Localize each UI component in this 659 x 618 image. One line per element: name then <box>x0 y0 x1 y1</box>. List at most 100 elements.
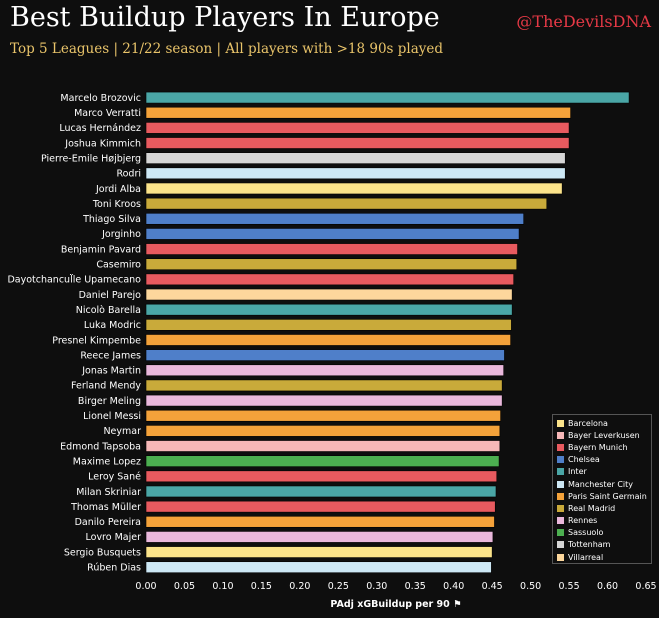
player-label-0: Marcelo Brozovic <box>60 93 141 104</box>
bar-11 <box>145 258 518 271</box>
player-label-24: Maxime Lopez <box>73 456 141 467</box>
bar-28 <box>145 515 495 528</box>
player-label-26: Milan Skriniar <box>76 487 141 498</box>
bar-31 <box>145 561 492 574</box>
legend-swatch-1 <box>557 431 564 439</box>
player-label-13: Daniel Parejo <box>79 290 142 301</box>
legend-swatch-8 <box>557 517 564 525</box>
player-label-23: Edmond Tapsoba <box>60 441 141 452</box>
bar-5 <box>145 167 566 180</box>
legend-item-4: Inter <box>557 466 651 478</box>
bar-18 <box>145 364 504 377</box>
legend-swatch-7 <box>557 504 564 512</box>
legend-swatch-5 <box>557 480 564 488</box>
bar-1 <box>145 106 571 119</box>
player-label-5: Rodri <box>116 169 141 180</box>
legend-item-0: Barcelona <box>557 417 651 429</box>
player-label-25: Leroy Sané <box>88 472 141 483</box>
bar-25 <box>145 470 498 483</box>
legend-item-11: Villarreal <box>557 551 651 563</box>
legend-label-3: Chelsea <box>568 455 600 465</box>
legend-label-5: Manchester City <box>568 479 634 489</box>
bar-4 <box>145 152 566 164</box>
player-label-11: Casemiro <box>96 260 141 271</box>
legend-label-0: Barcelona <box>568 418 608 428</box>
player-labels: Marcelo Brozovic Marco Verratti Lucas Hern… <box>7 93 141 574</box>
x-tick-9: 0.45 <box>482 581 503 592</box>
legend-item-6: Paris Saint Germain <box>557 490 651 502</box>
player-label-28: Danilo Pereira <box>75 517 141 528</box>
player-label-7: Toni Kroos <box>92 199 141 210</box>
player-label-3: Joshua Kimmich <box>64 138 141 149</box>
legend: Barcelona Bayer Leverkusen Bayern Munich Ch… <box>552 414 652 564</box>
chart-title: Best Buildup Players In Europe <box>10 2 440 33</box>
legend-label-10: Tottenham <box>568 540 611 550</box>
bar-23 <box>145 440 501 452</box>
legend-item-7: Real Madrid <box>557 502 651 514</box>
x-tick-1: 0.05 <box>174 581 195 592</box>
x-tick-6: 0.30 <box>366 581 387 592</box>
player-label-27: Thomas Müller <box>70 502 141 513</box>
x-tick-12: 0.60 <box>597 581 618 592</box>
x-tick-10: 0.50 <box>520 581 541 592</box>
bar-13 <box>145 288 513 301</box>
player-label-1: Marco Verratti <box>74 108 141 119</box>
chart-subtitle: Top 5 Leagues | 21/22 season | All playe… <box>10 41 444 57</box>
x-tick-13: 0.65 <box>635 581 656 592</box>
bar-9 <box>145 228 520 240</box>
bar-29 <box>145 531 494 543</box>
bar-27 <box>145 500 496 513</box>
bar-19 <box>145 379 503 392</box>
legend-label-11: Villarreal <box>568 552 604 562</box>
legend-item-5: Manchester City <box>557 478 651 490</box>
player-label-22: Neymar <box>103 426 141 437</box>
bar-16 <box>145 334 511 346</box>
legend-label-7: Real Madrid <box>568 503 616 513</box>
legend-swatch-0 <box>557 419 564 427</box>
legend-swatch-4 <box>557 468 564 476</box>
player-label-9: Jorginho <box>101 229 141 240</box>
bar-2 <box>145 122 570 134</box>
player-label-10: Benjamin Pavard <box>61 244 141 255</box>
legend-label-2: Bayern Munich <box>568 442 628 452</box>
x-tick-11: 0.55 <box>558 581 579 592</box>
bars-layer <box>145 91 630 574</box>
bar-20 <box>145 394 503 407</box>
player-label-20: Birger Meling <box>78 396 141 407</box>
legend-label-4: Inter <box>568 467 587 477</box>
x-tick-0: 0.00 <box>135 581 156 592</box>
legend-label-8: Rennes <box>568 516 598 526</box>
legend-swatch-10 <box>557 541 564 549</box>
bar-14 <box>145 303 513 316</box>
bar-0 <box>145 91 630 104</box>
legend-swatch-11 <box>557 553 564 561</box>
bar-17 <box>145 349 505 361</box>
player-label-2: Lucas Hernández <box>59 123 141 134</box>
player-label-8: Thiago Silva <box>82 214 141 225</box>
bar-3 <box>145 137 570 149</box>
legend-swatch-9 <box>557 529 564 537</box>
bar-15 <box>145 319 512 331</box>
legend-label-9: Sassuolo <box>568 528 604 538</box>
bar-7 <box>145 197 548 210</box>
legend-item-9: Sassuolo <box>557 527 651 539</box>
bar-24 <box>145 455 500 467</box>
player-label-31: Rúben Dias <box>87 563 141 574</box>
player-label-12: Dayotchancul̈le Upamecano <box>7 274 141 286</box>
bar-21 <box>145 409 501 422</box>
legend-item-2: Bayern Munich <box>557 441 651 453</box>
player-label-14: Nicolò Barella <box>76 305 141 316</box>
bar-26 <box>145 485 497 498</box>
bar-30 <box>145 546 493 558</box>
player-label-15: Luka Modric <box>84 320 141 331</box>
x-axis-ticks: 0.00 0.05 0.10 0.15 0.20 0.25 0.30 0.35 0.40 0.45… <box>135 581 656 592</box>
legend-item-1: Bayer Leverkusen <box>557 429 651 441</box>
legend-swatch-3 <box>557 456 564 464</box>
player-label-30: Sergio Busquets <box>64 547 141 558</box>
player-label-6: Jordi Alba <box>95 184 141 195</box>
legend-item-8: Rennes <box>557 515 651 527</box>
legend-swatch-6 <box>557 492 564 500</box>
player-label-4: Pierre-Emile Højbjerg <box>41 153 141 164</box>
bar-22 <box>145 425 501 437</box>
